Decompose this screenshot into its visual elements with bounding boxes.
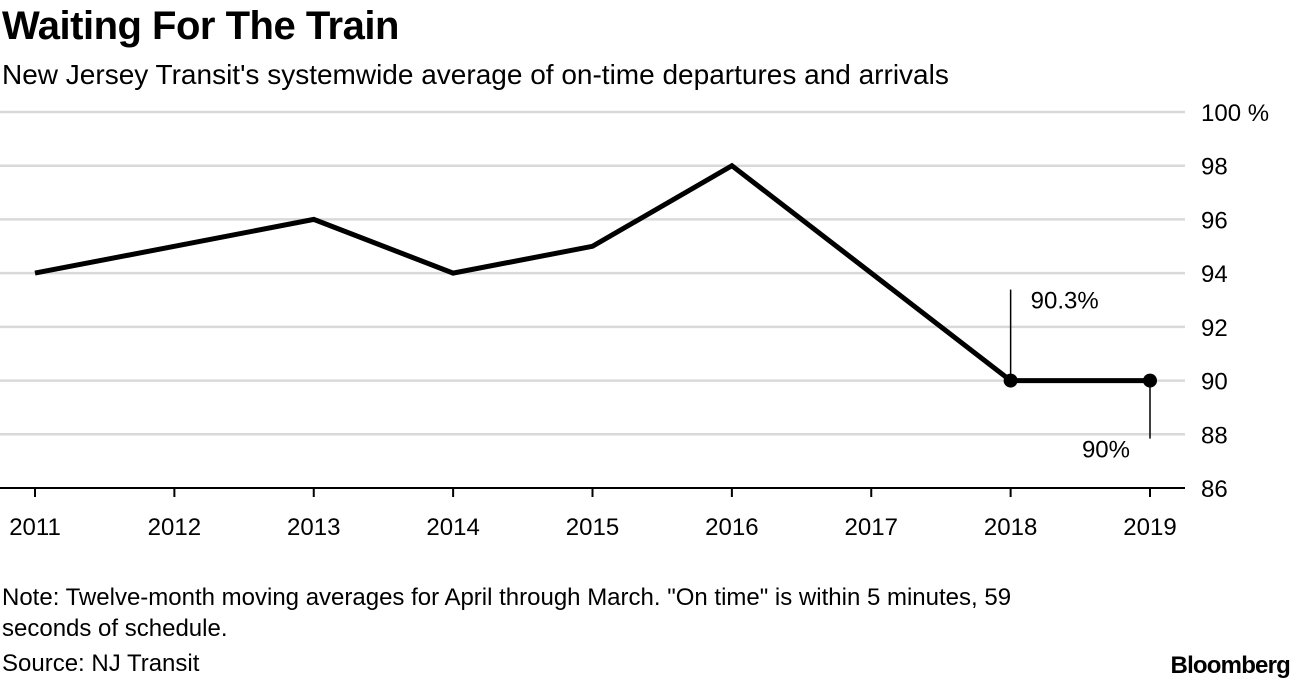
x-tick-label: 2019	[1123, 514, 1176, 541]
x-tick-label: 2013	[287, 514, 340, 541]
source-credit: Source: NJ Transit	[2, 650, 200, 677]
x-tick-label: 2012	[148, 514, 201, 541]
data-point	[1143, 373, 1157, 388]
y-axis-labels: 86 88 90 92 94 96 98 100 %	[1201, 100, 1269, 503]
annotations: 90.3% 90%	[1009, 288, 1151, 464]
data-point	[1003, 373, 1018, 388]
bloomberg-logo: Bloomberg	[1170, 652, 1291, 679]
line-chart: 86 88 90 92 94 96 98 100 % 2011 2012 2013 2014 2015…	[0, 100, 1269, 541]
y-tick-label: 92	[1201, 315, 1228, 342]
x-tick-label: 2018	[984, 514, 1037, 541]
x-tick-label: 2011	[9, 514, 61, 541]
y-tick-label: 90	[1201, 369, 1228, 396]
y-tick-label: 94	[1201, 261, 1228, 288]
x-axis-labels: 2011 2012 2013 2014 2015 2016 2017 2018 2019	[9, 514, 1177, 541]
y-tick-label: 88	[1201, 422, 1228, 449]
y-tick-label: 98	[1201, 154, 1228, 181]
gridlines	[0, 110, 1185, 436]
y-tick-label: 86	[1201, 476, 1228, 503]
chart-subtitle: New Jersey Transit's systemwide average …	[2, 59, 949, 90]
x-axis-ticks	[34, 488, 1151, 497]
x-tick-label: 2017	[845, 514, 898, 541]
annotation-label: 90.3%	[1031, 288, 1099, 315]
y-tick-label: 100 %	[1201, 100, 1269, 127]
series-line-on-time	[34, 162, 1150, 384]
highlighted-points	[1003, 373, 1157, 388]
chart-title: Waiting For The Train	[2, 4, 399, 48]
annotation-label: 90%	[1082, 437, 1130, 464]
x-tick-label: 2016	[705, 514, 758, 541]
x-tick-label: 2014	[426, 514, 479, 541]
x-tick-label: 2015	[566, 514, 619, 541]
footnote: Note: Twelve-month moving averages for A…	[2, 584, 1012, 642]
y-tick-label: 96	[1201, 207, 1228, 234]
